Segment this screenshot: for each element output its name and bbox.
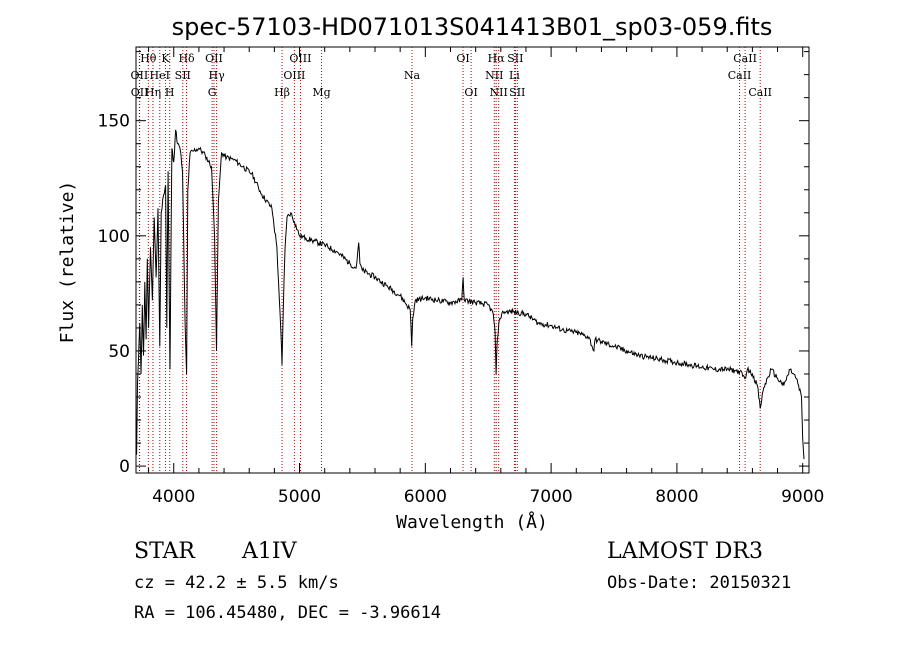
x-tick-label-0: 4000 [152, 487, 195, 507]
object-type: STAR [134, 539, 195, 564]
line-label-22: SII [507, 52, 523, 65]
x-tick-label-3: 7000 [529, 487, 572, 507]
y-tick-label-2: 100 [98, 227, 130, 247]
chart-title: spec-57103-HD071013S041413B01_sp03-059.f… [172, 13, 773, 41]
line-label-24: SII [509, 86, 525, 99]
survey-name: LAMOST DR3 [607, 539, 763, 564]
line-markers [138, 47, 761, 473]
line-label-6: H [165, 86, 175, 99]
line-label-8: Hδ [178, 52, 195, 65]
line-label-2: OII [131, 86, 149, 99]
line-label-23: Li [509, 69, 520, 82]
line-label-27: CaII [748, 86, 772, 99]
x-axis-label: Wavelength (Å) [396, 511, 548, 533]
obs-date: Obs-Date: 20150321 [607, 573, 792, 593]
line-label-13: OIII [283, 69, 305, 82]
x-tick-label-4: 8000 [655, 487, 698, 507]
line-label-16: Na [404, 69, 421, 82]
line-label-3: Hη [145, 86, 161, 99]
redshift-text: cz = 42.2 ± 5.5 km/s [134, 573, 339, 593]
plot-frame [135, 46, 810, 474]
line-label-20: Hα [488, 52, 506, 65]
x-tick-label-2: 6000 [404, 487, 447, 507]
line-label-5: K [161, 52, 170, 65]
y-axis: 0 50 100 150 [98, 51, 809, 477]
line-label-14: OIII [289, 52, 311, 65]
line-label-10: OII [205, 52, 223, 65]
y-tick-label-1: 50 [108, 342, 130, 362]
x-tick-label-5: 9000 [781, 487, 824, 507]
line-label-25: CaII [728, 69, 752, 82]
y-tick-label-3: 150 [98, 112, 130, 132]
x-tick-label-1: 5000 [278, 487, 321, 507]
y-tick-label-0: 0 [119, 457, 130, 477]
line-label-15: Mg [312, 86, 330, 99]
line-label-9: G [208, 86, 217, 99]
line-label-11: Hγ [209, 69, 226, 82]
line-label-1: OII [131, 69, 149, 82]
line-label-4: HeI [150, 69, 170, 82]
spectral-class: A1IV [242, 539, 297, 564]
line-label-18: OI [464, 86, 477, 99]
line-label-0: Hθ [140, 52, 157, 65]
line-labels: HθOIIOIIHηHeIKHSIIHδGOIIHγHβOIIIOIIIMgNa… [131, 52, 772, 99]
line-label-7: SII [175, 69, 191, 82]
coordinates-text: RA = 106.45480, DEC = -3.96614 [134, 603, 442, 623]
spectrum-line [136, 129, 805, 460]
x-axis: 4000 5000 6000 7000 8000 9000 [148, 47, 824, 507]
line-label-26: CaII [733, 52, 757, 65]
line-label-12: Hβ [274, 86, 290, 99]
line-label-19: NII [485, 69, 503, 82]
line-label-17: OI [456, 52, 469, 65]
line-label-21: NII [490, 86, 508, 99]
y-axis-label: Flux (relative) [57, 181, 78, 344]
